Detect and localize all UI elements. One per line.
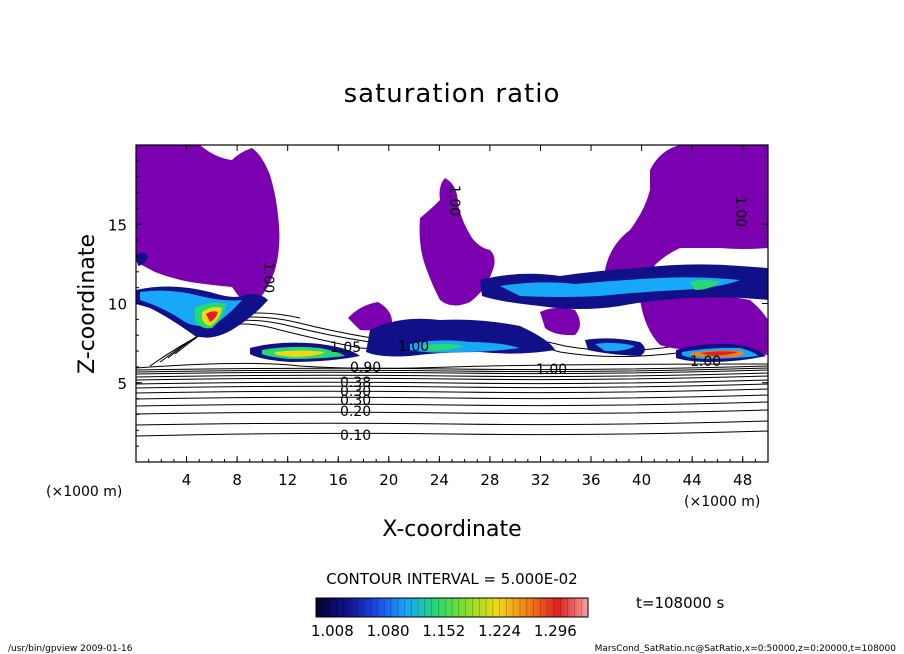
colorbar-tick-label: 1.224	[478, 622, 521, 640]
contour-line	[167, 316, 373, 359]
x-tick-label: 44	[683, 471, 702, 489]
contour-line	[136, 362, 768, 369]
colorbar-gradient	[315, 597, 589, 618]
contour-label: 1.00	[260, 262, 276, 293]
contour-label: 0.30	[340, 393, 371, 409]
saturated-region	[419, 178, 495, 306]
contour-label-group: 0.10 0.20 0.30 0.30 0.38 0.90 1.00 1.00 …	[260, 185, 748, 444]
contour-line	[136, 372, 768, 378]
contour-interval-text: CONTOUR INTERVAL = 5.000E-02	[326, 570, 577, 588]
x-tick-label: 36	[581, 471, 600, 489]
colorbar-tick-label: 1.008	[311, 622, 354, 640]
footer-left: /usr/bin/gpview 2009-01-16	[8, 644, 133, 654]
shaded-band	[275, 350, 325, 357]
chart-title: saturation ratio	[344, 79, 561, 109]
shaded-band	[595, 342, 635, 352]
contour-label: 0.90	[350, 360, 381, 376]
contour-line	[136, 394, 768, 400]
contour-line	[136, 430, 768, 437]
x-tick-label: 40	[632, 471, 651, 489]
contour-line	[136, 379, 768, 385]
shaded-band	[206, 311, 218, 322]
contour-label: 1.00	[690, 354, 721, 370]
x-tick-label: 8	[232, 471, 242, 489]
colorbar-tick-label: 1.080	[367, 622, 410, 640]
contour-label: 1.00	[732, 196, 748, 227]
contour-label: 1.00	[446, 185, 462, 216]
colorbar-tick-label: 1.152	[422, 622, 465, 640]
x-axis-ticks: 4 8 12 16 20 24 28 32 36 40 44 48	[148, 145, 756, 489]
shaded-band	[420, 344, 465, 351]
footer-right: MarsCond_SatRatio.nc@SatRatio,x=0:50000,…	[595, 644, 897, 654]
x-axis-unit-right: (×1000 m)	[684, 494, 760, 510]
x-tick-label: 28	[480, 471, 499, 489]
x-tick-label: 4	[182, 471, 192, 489]
x-tick-label: 24	[430, 471, 449, 489]
saturated-region	[605, 145, 768, 300]
saturated-regions	[136, 145, 768, 355]
colorbar-tick-label: 1.296	[534, 622, 577, 640]
shaded-band	[700, 351, 738, 356]
contour-label: 1.05	[330, 340, 361, 356]
saturated-region	[136, 145, 280, 303]
shaded-band	[690, 280, 720, 290]
shaded-bands	[136, 252, 768, 362]
colorbar-ticks: 1.008 1.080 1.152 1.224 1.296	[311, 598, 582, 640]
y-tick-label: 5	[117, 375, 127, 393]
contour-line	[136, 367, 768, 373]
contour-line	[136, 383, 768, 389]
x-tick-label: 48	[733, 471, 752, 489]
saturated-region	[540, 307, 580, 336]
contour-label: 0.38	[340, 375, 371, 391]
shaded-band	[500, 277, 740, 297]
y-tick-label: 15	[108, 216, 127, 234]
saturated-region	[640, 294, 768, 355]
y-axis-ticks: 5 10 15	[108, 160, 768, 447]
x-tick-label: 16	[329, 471, 348, 489]
contour-label: 0.30	[340, 384, 371, 400]
contour-label: 1.00	[536, 362, 567, 378]
contour-line	[136, 375, 768, 381]
x-axis-unit-left: (×1000 m)	[46, 484, 122, 500]
x-axis-label: X-coordinate	[382, 517, 521, 542]
contour-line	[136, 388, 768, 394]
contour-line	[136, 365, 768, 371]
time-label: t=108000 s	[636, 594, 724, 612]
x-tick-label: 32	[531, 471, 550, 489]
contour-line	[136, 420, 768, 426]
contour-line	[136, 409, 768, 415]
saturated-region	[348, 302, 392, 331]
contour-label: 0.10	[340, 428, 371, 444]
y-tick-label: 10	[108, 296, 127, 314]
x-tick-label: 20	[379, 471, 398, 489]
colorbar: 1.008 1.080 1.152 1.224 1.296	[311, 597, 589, 640]
contour-label: 1.00	[398, 339, 429, 355]
y-axis-label: Z-coordinate	[75, 234, 100, 374]
contour-line	[136, 369, 768, 375]
contour-label: 0.20	[340, 404, 371, 420]
x-tick-label: 12	[278, 471, 297, 489]
plot-area: 0.10 0.20 0.30 0.30 0.38 0.90 1.00 1.00 …	[136, 145, 768, 462]
contour-line	[136, 401, 768, 407]
